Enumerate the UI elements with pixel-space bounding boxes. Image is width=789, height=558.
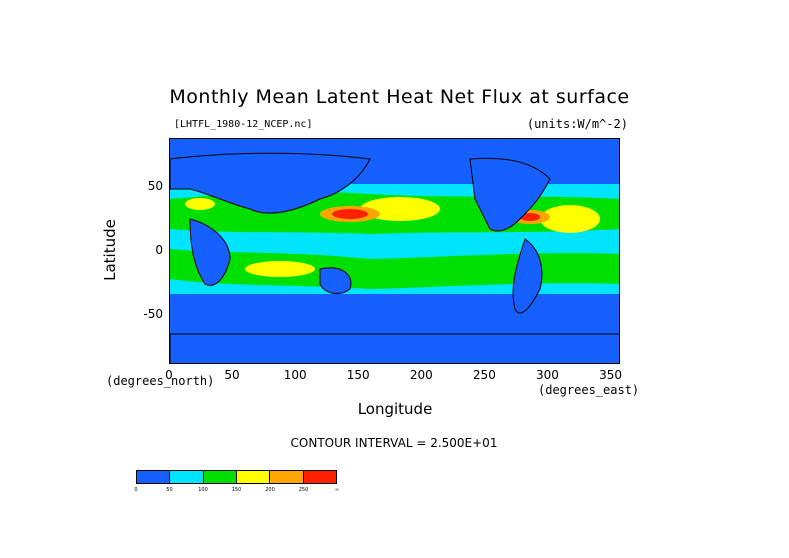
x-tick-label: 0 xyxy=(165,368,173,382)
colorbar-swatch xyxy=(170,471,204,483)
colorbar-swatch xyxy=(137,471,171,483)
colorbar-swatch xyxy=(303,471,336,483)
x-tick-label: 150 xyxy=(346,368,370,382)
colorbar-level-label: 150 xyxy=(231,487,242,493)
chart-title: Monthly Mean Latent Heat Net Flux at sur… xyxy=(169,86,630,108)
x-tick-label: 100 xyxy=(283,368,307,382)
units-label: (units:W/m^-2) xyxy=(526,117,628,131)
x-tick-label: 350 xyxy=(599,368,622,382)
x-axis-label: Longitude xyxy=(357,400,433,418)
x-tick-label: 200 xyxy=(409,368,433,382)
colorbar-level-label: 250 xyxy=(298,487,309,493)
colorbar-level-label: 100 xyxy=(198,487,208,493)
file-label: [LHTFL_1980-12_NCEP.nc] xyxy=(174,119,313,130)
colorbar-swatch xyxy=(203,471,237,483)
colorbar-swatch xyxy=(236,471,271,483)
x-tick-label: 50 xyxy=(224,368,240,382)
heatmap-plot-area xyxy=(169,138,620,364)
y-tick-label: 0 xyxy=(155,243,163,257)
y-axis-label: Latitude xyxy=(101,219,119,281)
y-tick-label: -50 xyxy=(143,306,163,321)
y-tick-label: 50 xyxy=(147,179,163,194)
contour-interval-label: CONTOUR INTERVAL = 2.500E+01 xyxy=(290,436,498,450)
x-unit-label: (degrees_east) xyxy=(538,383,640,397)
x-tick-label: 250 xyxy=(472,368,496,382)
x-tick-label: 300 xyxy=(536,368,559,382)
y-unit-label: (degrees_north) xyxy=(106,374,215,388)
flux-fill-layer xyxy=(170,139,619,363)
colorbar-level-label: ∞ xyxy=(334,487,340,493)
colorbar-swatch xyxy=(270,471,304,483)
colorbar-level-label: 0 xyxy=(134,487,138,493)
colorbar-level-label: 200 xyxy=(265,487,275,493)
colorbar-level-label: 50 xyxy=(166,487,173,493)
heatmap-svg xyxy=(170,139,619,363)
colorbar xyxy=(136,470,337,484)
